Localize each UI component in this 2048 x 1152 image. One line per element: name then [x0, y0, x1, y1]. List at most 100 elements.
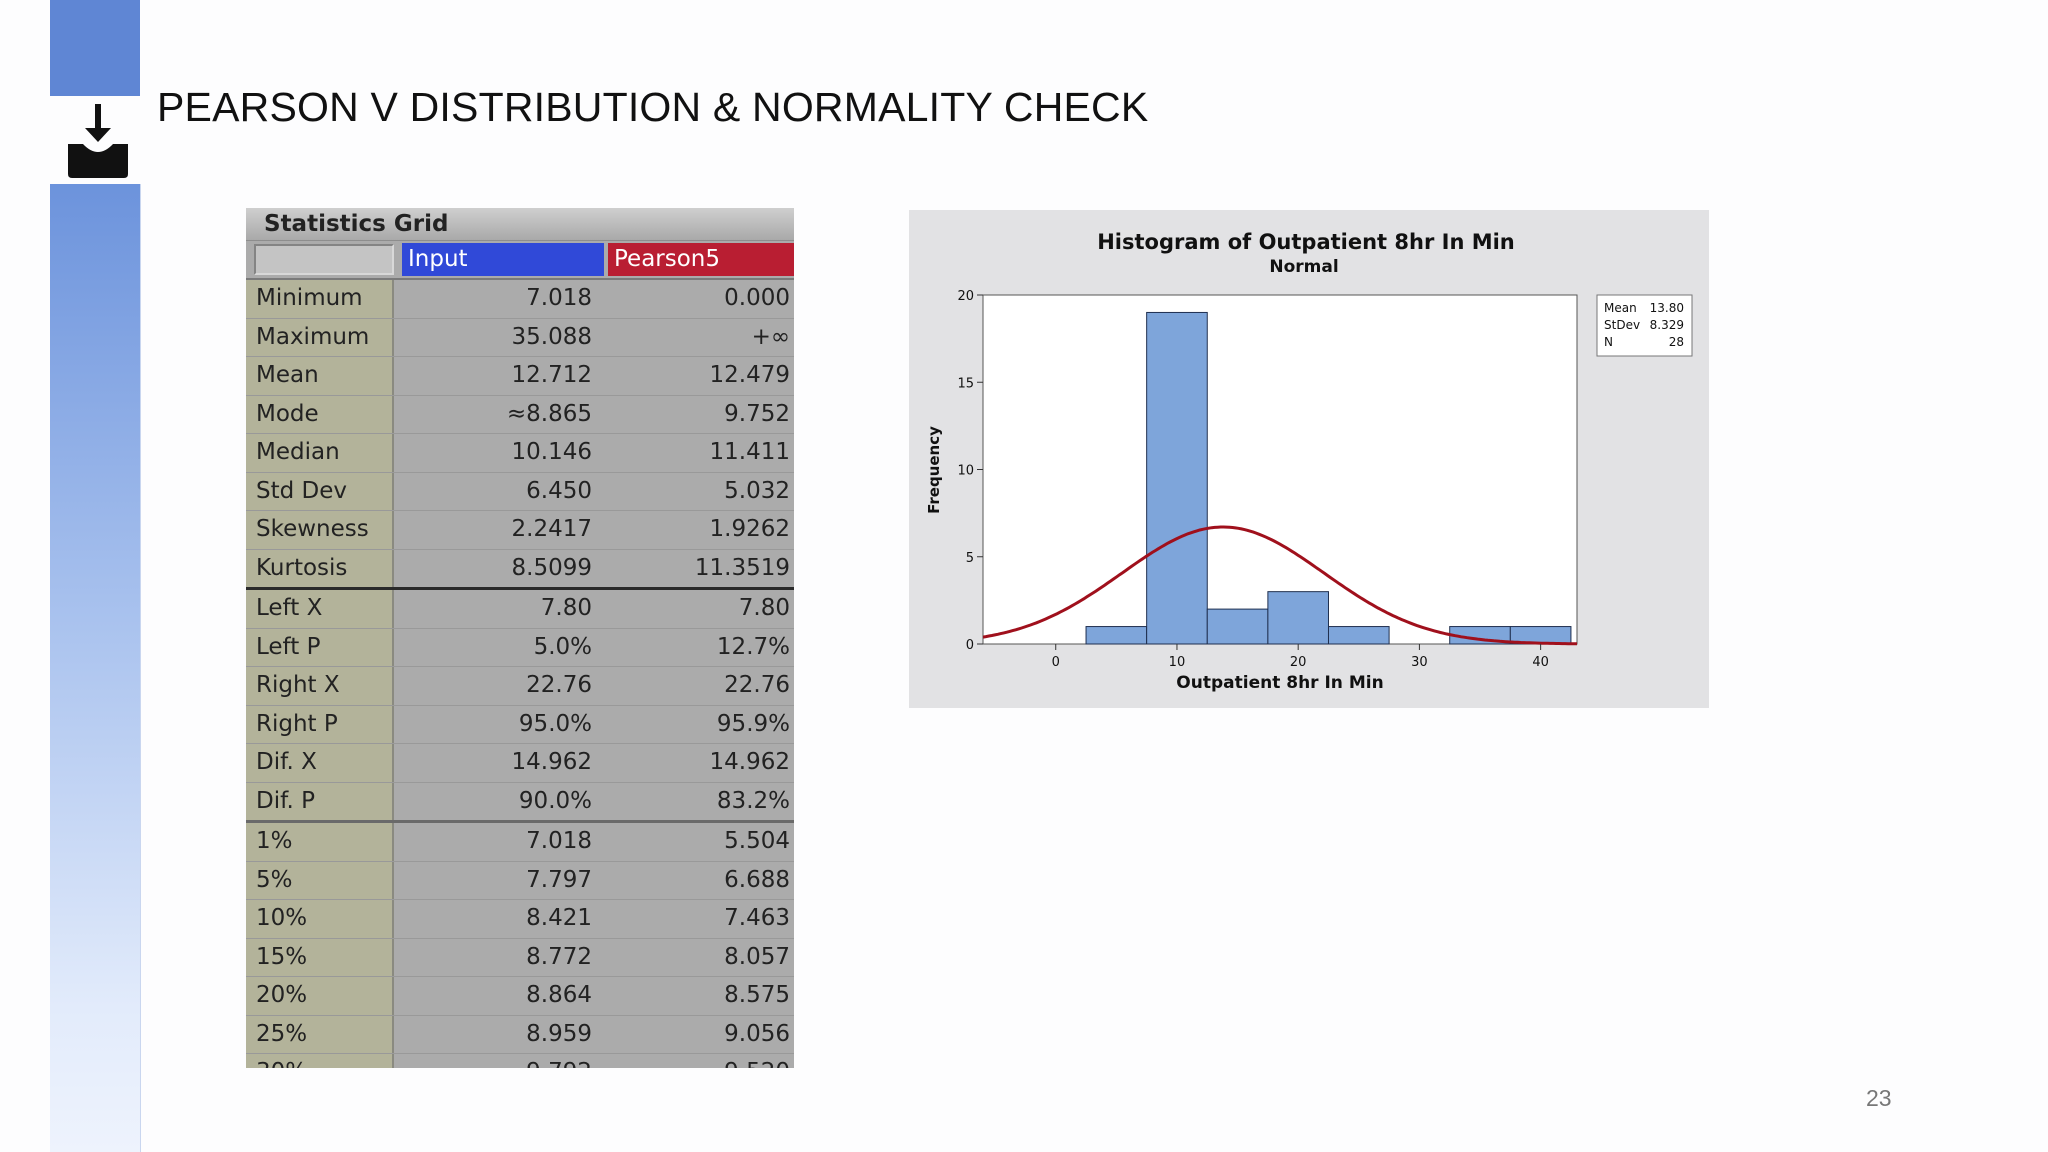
column-header-input[interactable]: Input — [402, 243, 604, 276]
pearson5-value: 12.7% — [716, 633, 790, 660]
input-value: 5.0% — [533, 633, 592, 660]
pearson5-value: 1.9262 — [709, 516, 790, 542]
pearson5-value: 83.2% — [716, 787, 790, 814]
statistics-grid-title: Statistics Grid — [246, 208, 794, 241]
row-label: Minimum — [246, 280, 394, 318]
table-row: Skewness 2.2417 1.9262 — [246, 511, 794, 550]
download-tray-icon — [68, 104, 128, 178]
histogram-bar — [1267, 591, 1329, 645]
input-value: 10.146 — [511, 439, 592, 465]
x-tick-label: 10 — [1169, 655, 1186, 670]
table-row: 1% 7.018 5.504 — [246, 823, 794, 862]
row-label: Maximum — [246, 318, 394, 356]
pearson5-value: 95.9% — [716, 710, 790, 737]
table-row: 25% 8.959 9.056 — [246, 1015, 794, 1054]
pearson5-value: 5.032 — [724, 477, 790, 504]
row-label: 5% — [246, 861, 394, 899]
table-row: Mode ≈8.865 9.752 — [246, 395, 794, 434]
legend-value: 28 — [1669, 335, 1684, 349]
page-number: 23 — [1866, 1085, 1892, 1111]
row-label: Skewness — [246, 511, 394, 549]
legend-value: 13.80 — [1650, 301, 1684, 315]
legend-label: Mean — [1604, 301, 1637, 315]
pearson5-value: 12.479 — [709, 362, 790, 388]
row-label: 30% — [246, 1054, 394, 1068]
table-row: Left P 5.0% 12.7% — [246, 628, 794, 667]
pearson5-value: 22.76 — [724, 672, 790, 698]
legend-label: StDev — [1604, 318, 1640, 332]
chart-title: Histogram of Outpatient 8hr In Min — [1097, 230, 1515, 254]
row-label: Mean — [246, 357, 394, 395]
pearson5-value: +∞ — [751, 323, 790, 350]
sidebar-gradient — [50, 184, 141, 1152]
legend-value: 8.329 — [1650, 318, 1684, 332]
table-row: Right P 95.0% 95.9% — [246, 705, 794, 744]
pearson5-value: 0.000 — [724, 285, 790, 311]
x-tick-label: 30 — [1411, 655, 1428, 670]
pearson5-value: 14.962 — [709, 749, 790, 775]
histogram-bar — [1327, 626, 1390, 645]
histogram-bar — [1146, 311, 1208, 645]
pearson5-value: 9.752 — [724, 400, 790, 427]
input-value: 8.772 — [526, 943, 592, 970]
input-value: 6.450 — [526, 477, 592, 504]
pearson5-value: 11.3519 — [694, 554, 790, 581]
y-tick-label: 5 — [966, 551, 974, 566]
row-label: 15% — [246, 938, 394, 976]
input-value: 95.0% — [518, 710, 592, 737]
histogram-bar — [1085, 626, 1148, 645]
row-label: 25% — [246, 1015, 394, 1053]
table-row: Left X 7.80 7.80 — [246, 590, 794, 629]
input-value: 8.959 — [526, 1020, 592, 1047]
row-label: 1% — [246, 823, 394, 861]
table-row: Maximum 35.088 +∞ — [246, 318, 794, 357]
pearson5-value: 6.688 — [724, 866, 790, 893]
page-title: PEARSON V DISTRIBUTION & NORMALITY CHECK — [157, 84, 1149, 130]
x-axis-label: Outpatient 8hr In Min — [1176, 673, 1383, 693]
download-button[interactable] — [62, 100, 134, 182]
input-value: 14.962 — [511, 749, 592, 775]
input-value: 2.2417 — [511, 516, 592, 542]
pearson5-value: 11.411 — [709, 439, 790, 465]
input-value: 90.0% — [518, 787, 592, 814]
pearson5-value: 7.463 — [724, 905, 790, 931]
y-tick-label: 20 — [957, 289, 974, 304]
row-label: Mode — [246, 395, 394, 433]
input-value: 35.088 — [511, 323, 592, 350]
table-row: 5% 7.797 6.688 — [246, 861, 794, 900]
row-label: Right P — [246, 705, 394, 743]
pearson5-value: 7.80 — [738, 595, 790, 621]
table-row: 30%9.7929.520 — [246, 1054, 794, 1068]
row-label: Left P — [246, 628, 394, 666]
table-row: Dif. P 90.0% 83.2% — [246, 782, 794, 823]
row-label: Std Dev — [246, 472, 394, 510]
y-tick-label: 10 — [957, 464, 974, 479]
row-label: Left X — [246, 590, 394, 628]
legend-label: N — [1604, 335, 1613, 349]
input-value: 12.712 — [511, 362, 592, 388]
table-row: Mean 12.712 12.479 — [246, 357, 794, 396]
row-label: Median — [246, 434, 394, 472]
legend-box — [1596, 294, 1693, 357]
table-row: 10% 8.421 7.463 — [246, 900, 794, 939]
table-row: Dif. X 14.962 14.962 — [246, 744, 794, 783]
input-value: 8.5099 — [511, 554, 592, 581]
column-header-pearson5[interactable]: Pearson5 — [608, 243, 794, 276]
pearson5-value: 8.057 — [724, 943, 790, 970]
sidebar-accent-top — [50, 0, 140, 96]
input-value: 7.018 — [526, 285, 592, 311]
input-value: ≈8.865 — [506, 400, 592, 427]
pearson5-value: 5.504 — [724, 828, 790, 854]
chart-subtitle: Normal — [1269, 257, 1338, 277]
histogram-panel: Histogram of Outpatient 8hr In Min Normal… — [909, 210, 1709, 708]
pearson5-value: 9.520 — [598, 1054, 794, 1068]
pearson5-value: 9.056 — [724, 1020, 790, 1047]
input-value: 8.421 — [526, 905, 592, 931]
row-label: Kurtosis — [246, 549, 394, 587]
x-tick-label: 40 — [1532, 655, 1549, 670]
row-label: Right X — [246, 667, 394, 705]
x-tick-label: 20 — [1290, 655, 1307, 670]
table-row: Right X 22.76 22.76 — [246, 667, 794, 706]
row-label: 20% — [246, 977, 394, 1015]
table-row: 20% 8.864 8.575 — [246, 977, 794, 1016]
